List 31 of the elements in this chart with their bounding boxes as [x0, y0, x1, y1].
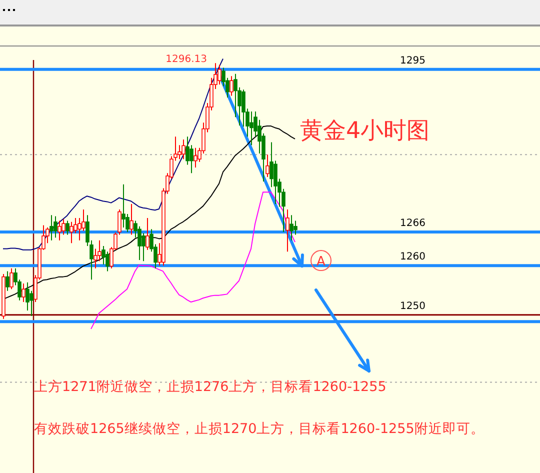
- annotation: 有效跌破1265继续做空，止损1270上方，目标看1260-1255附近即可。: [34, 421, 484, 437]
- candlestick: [122, 184, 126, 228]
- ref-line-label: 1260: [400, 252, 426, 263]
- candlestick: [10, 268, 14, 290]
- candlestick: [70, 221, 74, 244]
- ref-line-label: 1250: [400, 300, 426, 312]
- annotation: 1296.13: [166, 54, 207, 66]
- candlestick: [286, 209, 290, 252]
- candlestick: [182, 138, 186, 160]
- candlestick: [22, 283, 26, 303]
- ref-line-label: 1266: [400, 218, 426, 229]
- candlestick: [230, 76, 234, 96]
- candlestick: [266, 154, 270, 178]
- candlestick: [290, 214, 294, 241]
- candlestick: [66, 220, 70, 236]
- candlestick: [142, 232, 146, 262]
- candlestick: [194, 147, 198, 168]
- candlestick: [58, 220, 62, 241]
- candlestick: [50, 214, 54, 241]
- candlestick: [146, 217, 150, 250]
- text: 黄金4小时图: [300, 118, 430, 144]
- candlestick: [218, 64, 222, 86]
- candlestick: [190, 144, 194, 174]
- candlestick: [54, 216, 58, 238]
- candlestick: [6, 270, 10, 292]
- candlestick: [30, 290, 34, 317]
- annotation: 上方1271附近做空，止损1276上方，目标看1260-1255: [34, 379, 386, 395]
- candlestick: [130, 203, 134, 236]
- ref-line-label: 1295: [400, 55, 426, 66]
- candlestick: [294, 220, 298, 236]
- candlestick: [250, 110, 254, 146]
